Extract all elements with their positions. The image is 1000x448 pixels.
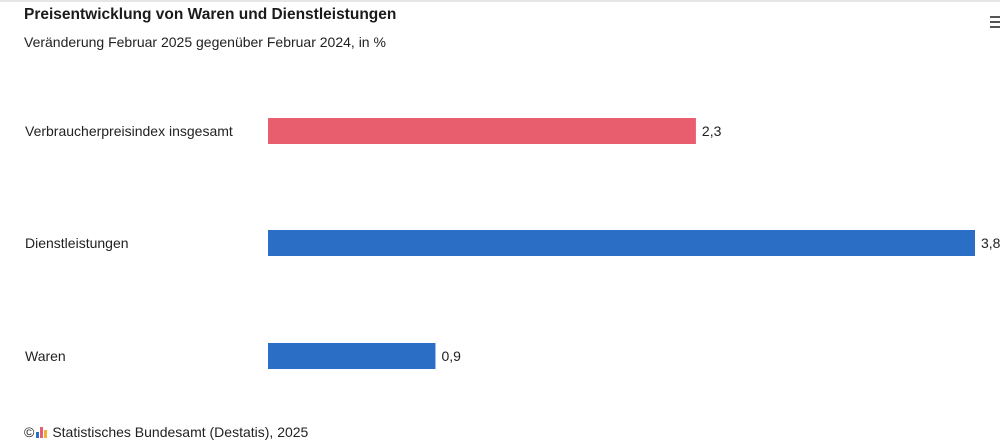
destatis-logo-icon xyxy=(36,426,48,438)
category-label-verbraucherpreisindex-insgesamt: Verbraucherpreisindex insgesamt xyxy=(25,123,233,139)
category-label-dienstleistungen: Dienstleistungen xyxy=(25,235,129,251)
copyright-symbol: © xyxy=(24,424,35,440)
value-label-dienstleistungen: 3,8 xyxy=(981,235,1000,251)
bar-waren[interactable] xyxy=(268,343,436,369)
chart-subtitle: Veränderung Februar 2025 gegenüber Febru… xyxy=(24,34,386,50)
source-text: Statistisches Bundesamt (Destatis), 2025 xyxy=(52,424,309,440)
source-footer: © Statistisches Bundesamt (Destatis), 20… xyxy=(24,424,308,440)
category-label-waren: Waren xyxy=(25,348,66,364)
hamburger-menu-icon[interactable] xyxy=(990,14,1000,30)
value-label-verbraucherpreisindex-insgesamt: 2,3 xyxy=(702,123,722,139)
bar-dienstleistungen[interactable] xyxy=(268,230,975,256)
value-label-waren: 0,9 xyxy=(441,348,461,364)
chart-title: Preisentwicklung von Waren und Dienstlei… xyxy=(24,6,397,23)
top-border xyxy=(0,0,1000,2)
bar-verbraucherpreisindex-insgesamt[interactable] xyxy=(268,118,696,144)
